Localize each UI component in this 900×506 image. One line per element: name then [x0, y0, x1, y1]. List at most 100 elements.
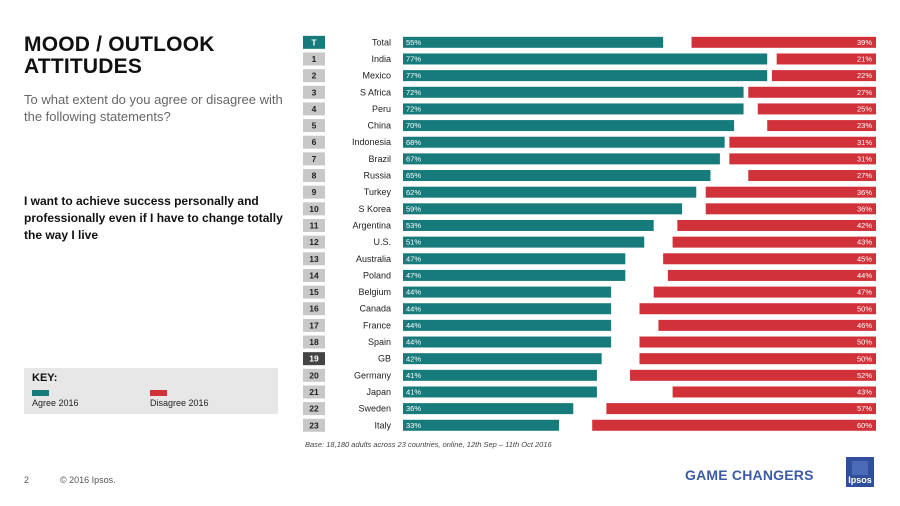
disagree-value-label: 27% — [857, 171, 872, 180]
disagree-bar — [757, 103, 876, 115]
disagree-value-label: 57% — [857, 404, 872, 413]
country-label: GB — [378, 354, 391, 364]
disagree-bar — [672, 386, 876, 398]
rank-box — [303, 268, 325, 282]
disagree-bar — [748, 170, 876, 182]
disagree-value-label: 50% — [857, 304, 872, 313]
agree-bar — [403, 70, 768, 82]
agree-value-label: 77% — [406, 55, 421, 64]
disagree-bar — [672, 236, 876, 248]
rank-label: 13 — [309, 254, 319, 264]
legend-box: KEY: Agree 2016 Disagree 2016 — [24, 368, 278, 414]
rank-box — [303, 335, 325, 349]
agree-value-label: 72% — [406, 88, 421, 97]
agree-value-label: 67% — [406, 154, 421, 163]
disagree-value-label: 31% — [857, 138, 872, 147]
agree-bar — [403, 236, 645, 248]
agree-bar — [403, 336, 612, 348]
disagree-value-label: 21% — [857, 55, 872, 64]
country-label: Sweden — [358, 404, 391, 414]
rank-box — [303, 402, 325, 416]
rank-label: T — [311, 37, 317, 47]
copyright-text: © 2016 Ipsos. — [60, 475, 116, 485]
agree-value-label: 62% — [406, 188, 421, 197]
disagree-value-label: 44% — [857, 271, 872, 280]
agree-value-label: 33% — [406, 421, 421, 430]
rank-label: 6 — [312, 137, 317, 147]
ipsos-logo: Ipsos — [846, 457, 874, 487]
rank-box — [303, 235, 325, 249]
disagree-value-label: 42% — [857, 221, 872, 230]
page-number: 2 — [24, 475, 30, 485]
agree-value-label: 44% — [406, 304, 421, 313]
logo-text: Ipsos — [848, 475, 872, 485]
agree-bar — [403, 369, 597, 381]
disagree-value-label: 36% — [857, 188, 872, 197]
disagree-value-label: 45% — [857, 254, 872, 263]
rank-box — [303, 368, 325, 382]
disagree-bar — [658, 319, 876, 331]
disagree-bar — [767, 120, 876, 132]
rank-box — [303, 185, 325, 199]
rank-label: 15 — [309, 287, 319, 297]
disagree-bar — [705, 186, 876, 198]
rank-label: 4 — [312, 104, 317, 114]
rank-box — [303, 252, 325, 266]
slide-subtitle: To what extent do you agree or disagree … — [24, 92, 283, 124]
rank-box — [303, 102, 325, 116]
rank-label: 14 — [309, 270, 319, 280]
rank-label: 20 — [309, 370, 319, 380]
rank-label: 12 — [309, 237, 319, 247]
country-label: Spain — [368, 337, 391, 347]
country-label: Japan — [366, 387, 391, 397]
agree-bar — [403, 136, 725, 148]
rank-box — [303, 35, 325, 49]
agree-bar — [403, 219, 654, 231]
disagree-bar — [705, 203, 876, 215]
rank-box — [303, 69, 325, 83]
disagree-bar — [677, 219, 876, 231]
disagree-value-label: 52% — [857, 371, 872, 380]
rank-label: 7 — [312, 154, 317, 164]
disagree-value-label: 43% — [857, 388, 872, 397]
agree-bar — [403, 286, 612, 298]
rank-box — [303, 135, 325, 149]
agree-value-label: 47% — [406, 271, 421, 280]
agree-bar — [403, 353, 602, 365]
disagree-value-label: 31% — [857, 154, 872, 163]
agree-value-label: 77% — [406, 71, 421, 80]
country-label: Argentina — [352, 220, 391, 230]
rank-label: 11 — [310, 220, 319, 230]
agree-value-label: 41% — [406, 388, 421, 397]
agree-bar — [403, 103, 744, 115]
agree-bar — [403, 170, 711, 182]
rank-label: 2 — [312, 71, 317, 81]
disagree-bar — [592, 419, 876, 431]
brand-wordmark: GAME CHANGERS — [685, 467, 814, 483]
rank-box — [303, 285, 325, 299]
agree-value-label: 72% — [406, 105, 421, 114]
agree-bar — [403, 303, 612, 315]
country-label: Italy — [374, 420, 391, 430]
rank-box — [303, 218, 325, 232]
disagree-bar — [771, 70, 876, 82]
disagree-bar — [663, 253, 876, 265]
country-label: U.S. — [373, 237, 391, 247]
country-label: S Africa — [360, 87, 391, 97]
disagree-value-label: 36% — [857, 204, 872, 213]
disagree-value-label: 22% — [857, 71, 872, 80]
agree-bar — [403, 120, 735, 132]
country-label: Turkey — [364, 187, 392, 197]
rank-box — [303, 85, 325, 99]
rank-label: 5 — [312, 121, 317, 131]
agree-value-label: 44% — [406, 288, 421, 297]
disagree-bar — [729, 136, 876, 148]
rank-label: 22 — [309, 404, 319, 414]
legend-label-agree: Agree 2016 — [32, 398, 79, 408]
agree-value-label: 44% — [406, 338, 421, 347]
country-label: India — [371, 54, 391, 64]
disagree-bar — [691, 36, 876, 48]
rank-label: 8 — [312, 171, 317, 181]
agree-bar — [403, 36, 664, 48]
disagree-value-label: 60% — [857, 421, 872, 430]
